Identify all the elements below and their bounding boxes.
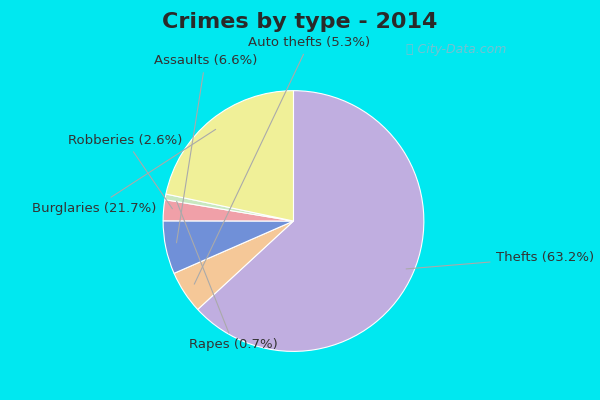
Text: ⓘ City-Data.com: ⓘ City-Data.com xyxy=(406,42,506,56)
Wedge shape xyxy=(163,221,293,273)
Text: Robberies (2.6%): Robberies (2.6%) xyxy=(68,134,182,209)
Wedge shape xyxy=(166,91,293,221)
Text: Crimes by type - 2014: Crimes by type - 2014 xyxy=(163,12,437,32)
Text: Assaults (6.6%): Assaults (6.6%) xyxy=(154,54,257,243)
Wedge shape xyxy=(163,200,293,221)
Wedge shape xyxy=(174,221,293,310)
Wedge shape xyxy=(165,194,293,221)
Text: Rapes (0.7%): Rapes (0.7%) xyxy=(176,201,278,351)
Wedge shape xyxy=(197,91,424,352)
Text: Thefts (63.2%): Thefts (63.2%) xyxy=(406,251,593,269)
Text: Auto thefts (5.3%): Auto thefts (5.3%) xyxy=(194,36,370,284)
Text: Burglaries (21.7%): Burglaries (21.7%) xyxy=(32,129,215,214)
